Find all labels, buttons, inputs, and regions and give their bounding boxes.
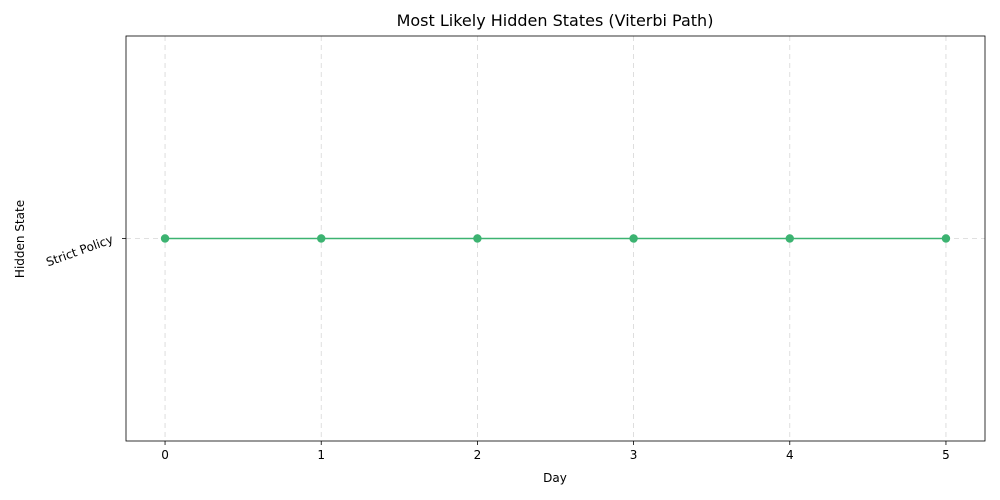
x-axis-label: Day (543, 471, 567, 485)
data-point (473, 234, 482, 243)
x-tick-label: 4 (786, 448, 794, 462)
plot-frame (125, 35, 986, 442)
x-tick-label: 3 (630, 448, 638, 462)
y-axis-label: Hidden State (13, 200, 27, 278)
y-tick-label: Strict Policy (44, 232, 115, 269)
data-point (785, 234, 794, 243)
series-layer (160, 234, 951, 243)
data-point (160, 234, 170, 243)
axis-ticks: 0 1 2 3 4 5 Strict Policy (44, 232, 950, 462)
x-tick-label: 5 (942, 448, 950, 462)
x-tick-label: 1 (317, 448, 325, 462)
data-point (629, 234, 638, 243)
x-tick-label: 2 (474, 448, 482, 462)
data-point (317, 234, 326, 243)
data-point (941, 234, 951, 243)
x-tick-label: 0 (161, 448, 169, 462)
chart-title: Most Likely Hidden States (Viterbi Path) (397, 11, 714, 30)
